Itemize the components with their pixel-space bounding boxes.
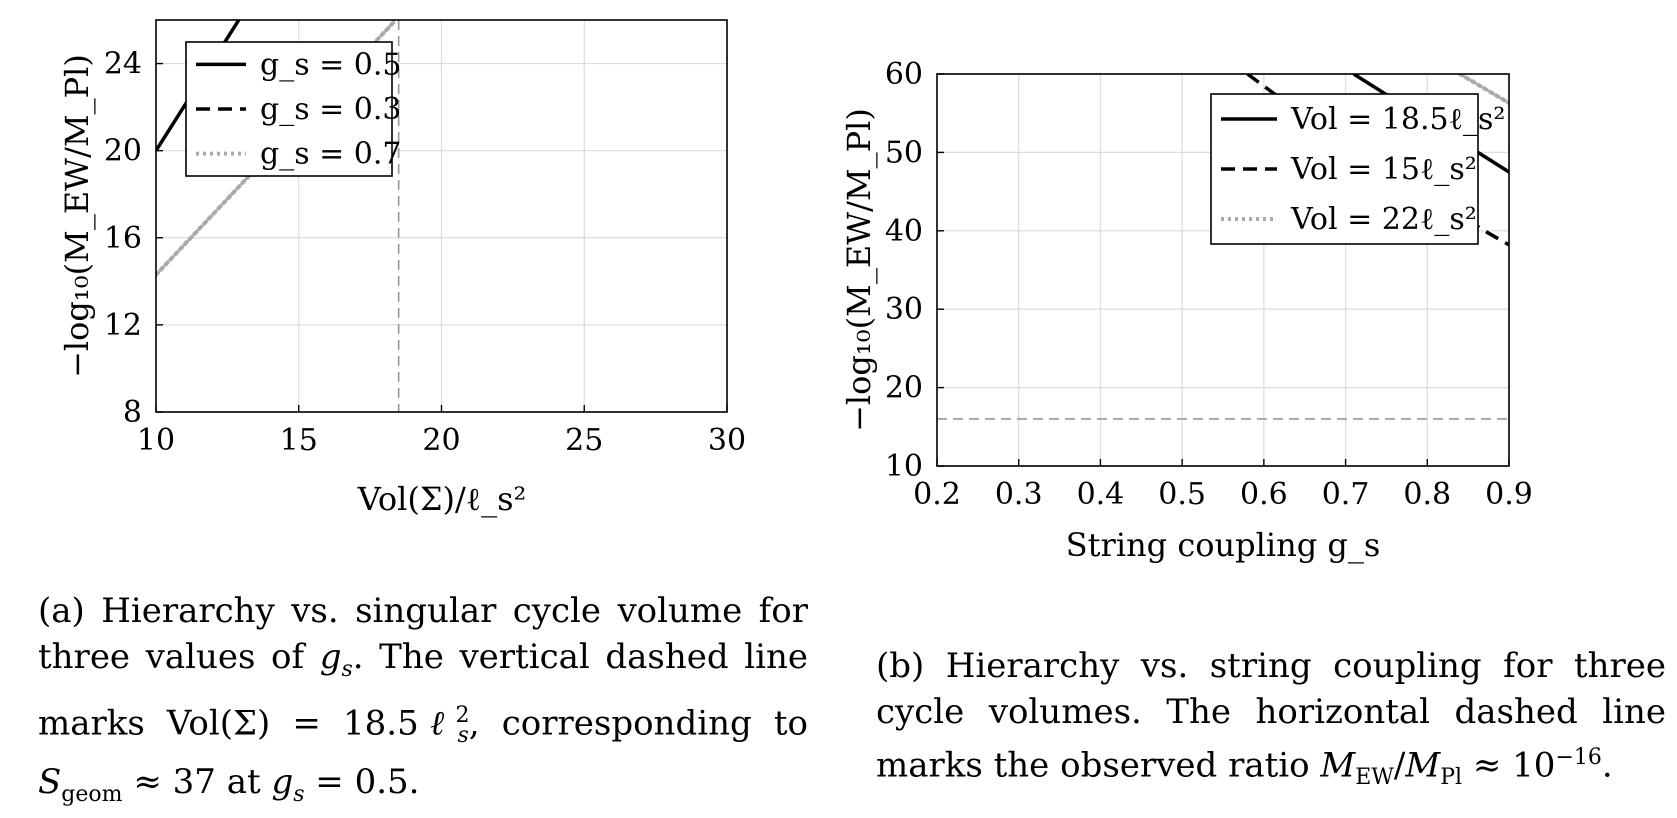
y-tick-label: 8: [123, 395, 142, 430]
legend-label-2: g_s = 0.3: [260, 92, 402, 127]
x-tick-label: 0.7: [1322, 477, 1370, 512]
legend-label-2: Vol = 15ℓ_s²: [1290, 152, 1477, 187]
y-tick-label: 12: [104, 308, 142, 343]
x-tick-label: 0.8: [1403, 477, 1451, 512]
y-axis-label: −log₁₀(M_EW/M_Pl): [840, 108, 878, 432]
y-tick-label: 10: [885, 449, 923, 484]
x-tick-label: 0.9: [1485, 477, 1533, 512]
x-tick-label: 25: [565, 423, 603, 458]
x-tick-label: 0.3: [995, 477, 1043, 512]
legend-label-3: g_s = 0.7: [260, 137, 402, 172]
y-tick-label: 40: [885, 214, 923, 249]
x-tick-label: 0.4: [1077, 477, 1125, 512]
x-axis-label: String coupling g_s: [1066, 526, 1381, 564]
legend: g_s = 0.5 g_s = 0.3 g_s = 0.7: [185, 41, 402, 177]
legend-label-1: g_s = 0.5: [260, 47, 402, 82]
plot-frame: [936, 73, 1510, 467]
legend-label-3: Vol = 22ℓ_s²: [1290, 202, 1477, 237]
y-axis-label: −log₁₀(M_EW/M_Pl): [58, 54, 96, 378]
y-tick-label: 16: [104, 221, 142, 256]
x-axis-label: Vol(Σ)/ℓ_s²: [357, 480, 527, 518]
y-tick-label: 60: [885, 57, 923, 92]
series-line-3: [1457, 74, 1509, 106]
legend-label-1: Vol = 18.5ℓ_s²: [1290, 102, 1505, 137]
legend: Vol = 18.5ℓ_s² Vol = 15ℓ_s² Vol = 22ℓ_s²: [1210, 93, 1505, 245]
y-tick-label: 20: [885, 371, 923, 406]
x-tick-label: 30: [708, 423, 746, 458]
x-tick-label: 10: [137, 423, 175, 458]
chart-a-svg: 10 15 20 25 30 8 12 16 20 24 Vol(Σ)/ℓ_s² −log₁₀(M_E…: [58, 19, 746, 518]
chart-b-svg: 0.2 0.3 0.4 0.5 0.6 0.7 0.8 0.9 10 20 30 40 50 60 Stri…: [840, 57, 1533, 564]
x-tick-label: 0.2: [913, 477, 961, 512]
x-tick-label: 0.6: [1240, 477, 1288, 512]
y-tick-label: 30: [885, 292, 923, 327]
x-tick-label: 15: [280, 423, 318, 458]
caption-a: (a) Hierarchy vs. singular cycle volume …: [38, 591, 809, 807]
chart-panel-a: 10 15 20 25 30 8 12 16 20 24 Vol(Σ)/ℓ_s² −log₁₀(M_E…: [0, 0, 840, 808]
y-tick-label: 50: [885, 135, 923, 170]
x-tick-label: 20: [422, 423, 460, 458]
y-tick-label: 24: [104, 47, 142, 82]
caption-b: (b) Hierarchy vs. string coupling for th…: [876, 646, 1666, 791]
y-tick-label: 20: [104, 134, 142, 169]
x-tick-label: 0.5: [1158, 477, 1206, 512]
chart-panel-b: 0.2 0.3 0.4 0.5 0.6 0.7 0.8 0.9 10 20 30 40 50 60 Stri…: [840, 0, 1677, 808]
